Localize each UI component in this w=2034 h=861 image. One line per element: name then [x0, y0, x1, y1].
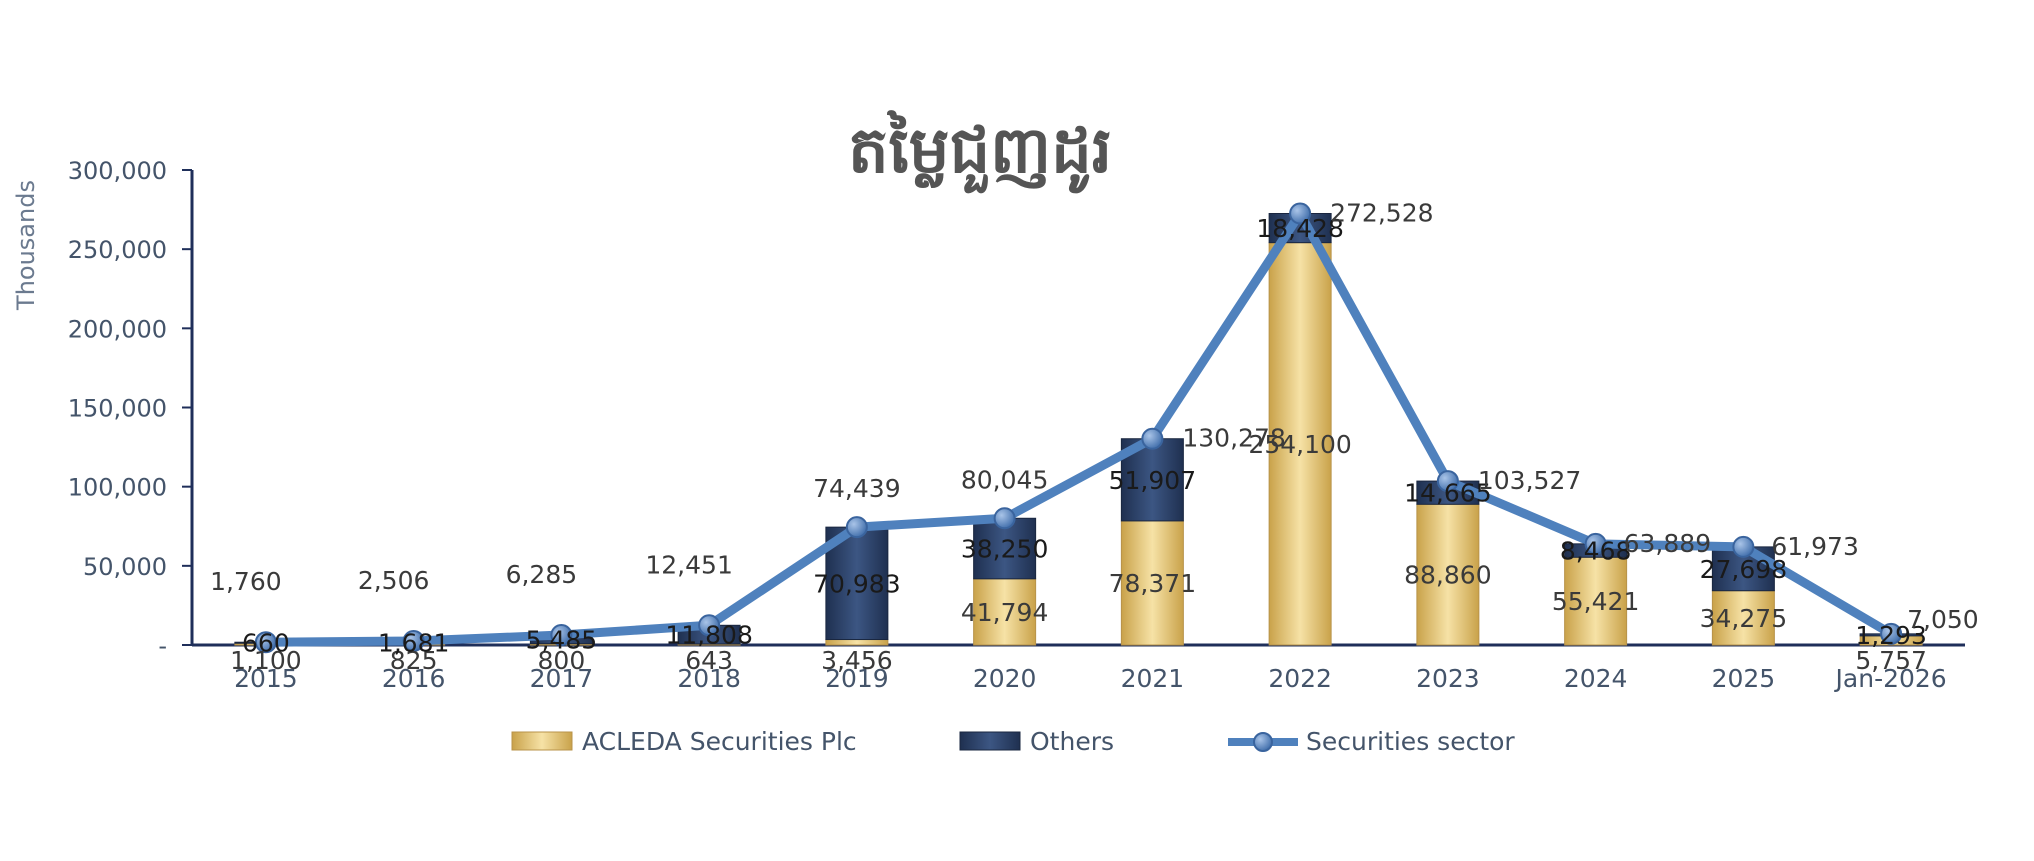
- bar-acleda: [1268, 242, 1332, 646]
- x-tick-label: 2023: [1416, 664, 1480, 693]
- x-tick-label: 2015: [234, 664, 298, 693]
- line-point: [1880, 622, 1903, 645]
- x-tick-label: 2025: [1712, 664, 1776, 693]
- data-label-others: 18,428: [1256, 214, 1343, 243]
- data-label-acleda: 643: [685, 646, 733, 675]
- y-axis-label: Thousands: [12, 180, 40, 311]
- y-tick-label: 300,000: [68, 157, 167, 185]
- data-label-total: 12,451: [645, 550, 732, 579]
- data-label-total: 74,439: [813, 474, 900, 503]
- legend-swatch: [959, 731, 1021, 751]
- data-label-others: 38,250: [961, 535, 1048, 564]
- x-tick-label: 2022: [1268, 664, 1332, 693]
- data-label-others: 27,698: [1700, 555, 1787, 584]
- line-point: [993, 507, 1016, 530]
- data-label-total: 103,527: [1478, 466, 1581, 495]
- data-label-others: 51,907: [1109, 466, 1196, 495]
- data-label-acleda: 88,860: [1404, 561, 1491, 590]
- line-point: [402, 630, 425, 653]
- bar-acleda: [1120, 520, 1184, 646]
- x-tick-label: 2017: [530, 664, 594, 693]
- data-label-total: 7,050: [1907, 605, 1979, 634]
- data-label-acleda: 41,794: [961, 598, 1048, 627]
- data-label-total: 1,760: [210, 567, 282, 596]
- data-label-total: 6,285: [506, 560, 578, 589]
- data-label-others: 8,468: [1560, 537, 1632, 566]
- y-tick-label: 100,000: [68, 474, 167, 502]
- data-label-acleda: 825: [390, 646, 438, 675]
- x-tick-label: 2024: [1564, 664, 1628, 693]
- line-securities-sector: [261, 208, 1896, 647]
- x-tick-label: 2020: [973, 664, 1037, 693]
- data-label-acleda: 1,100: [230, 646, 302, 675]
- data-label-others: 1,681: [378, 628, 450, 657]
- data-label-total: 2,506: [358, 566, 430, 595]
- line-point: [845, 516, 868, 539]
- line-point: [254, 631, 277, 654]
- data-label-acleda: 3,456: [821, 646, 893, 675]
- y-tick-label: -: [158, 632, 167, 660]
- bar-acleda: [1564, 556, 1628, 646]
- bar-acleda: [973, 578, 1037, 646]
- x-tick-label: 2021: [1121, 664, 1185, 693]
- line-point: [1732, 535, 1755, 558]
- data-label-others: 70,983: [813, 569, 900, 598]
- data-label-acleda: 34,275: [1700, 604, 1787, 633]
- data-label-total: 63,889: [1624, 529, 1711, 558]
- data-label-total: 130,278: [1182, 424, 1285, 453]
- data-label-acleda: 800: [538, 646, 586, 675]
- bar-acleda: [1416, 503, 1480, 646]
- x-tick-label: 2018: [677, 664, 741, 693]
- legend-label: Securities sector: [1306, 727, 1515, 756]
- legend-label: Others: [1030, 727, 1114, 756]
- legend-swatch: [511, 731, 573, 751]
- data-label-others: 11,808: [665, 621, 752, 650]
- data-label-total: 80,045: [961, 465, 1048, 494]
- data-label-others: 1,293: [1855, 621, 1927, 650]
- y-tick-label: 150,000: [68, 395, 167, 423]
- legend-marker: [1253, 732, 1273, 752]
- legend-label: ACLEDA Securities Plc: [582, 727, 857, 756]
- data-label-others: 14,665: [1404, 479, 1491, 508]
- y-tick-label: 50,000: [83, 553, 167, 581]
- y-tick-label: 200,000: [68, 315, 167, 343]
- y-tick-label: 250,000: [68, 236, 167, 264]
- data-label-acleda: 78,371: [1109, 569, 1196, 598]
- data-label-others: 5,485: [526, 625, 598, 654]
- line-point: [1436, 470, 1459, 493]
- data-label-acleda: 254,100: [1248, 430, 1351, 459]
- data-label-others: 660: [242, 629, 290, 658]
- data-label-acleda: 55,421: [1552, 587, 1639, 616]
- line-point: [1289, 202, 1312, 225]
- x-tick-label: 2016: [382, 664, 446, 693]
- data-label-acleda: 5,757: [1855, 646, 1927, 675]
- bar-acleda: [825, 639, 889, 646]
- x-tick-label: 2019: [825, 664, 889, 693]
- line-point: [698, 614, 721, 637]
- chart-title: តម្លៃជួញដូរ: [847, 114, 1113, 188]
- line-point: [1141, 427, 1164, 450]
- x-tick-label: Jan-2026: [1834, 664, 1947, 693]
- line-point: [550, 624, 573, 647]
- bar-others: [973, 517, 1037, 580]
- line-point: [1584, 532, 1607, 555]
- data-label-total: 272,528: [1330, 198, 1433, 227]
- data-label-total: 61,973: [1771, 532, 1858, 561]
